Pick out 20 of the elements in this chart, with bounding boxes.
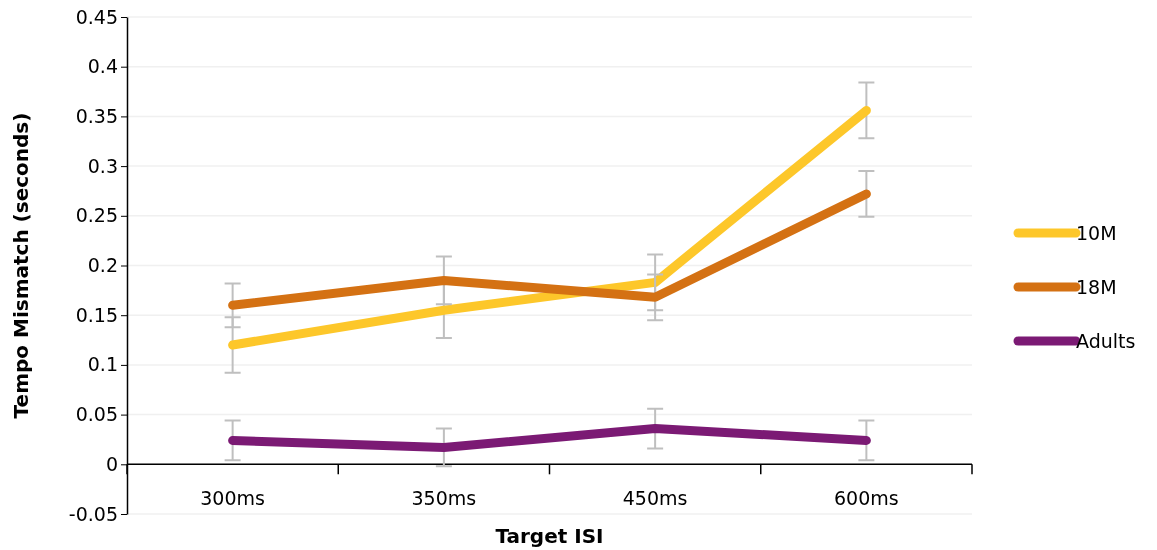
legend-label: 10M <box>1076 222 1117 244</box>
x-tick-label: 600ms <box>834 487 899 509</box>
y-tick-label: 0.05 <box>75 403 118 426</box>
y-tick-label: 0.3 <box>87 154 118 177</box>
y-tick-label: 0 <box>105 452 118 475</box>
y-tick-label: 0.25 <box>75 204 118 227</box>
legend-label: Adults <box>1076 330 1136 352</box>
y-tick-label: 0.2 <box>87 254 118 277</box>
x-axis-title: Target ISI <box>495 524 604 548</box>
y-tick-label: 0.4 <box>87 55 118 78</box>
x-tick-label: 450ms <box>622 487 688 509</box>
x-tick-label: 350ms <box>411 487 477 509</box>
y-tick-label: 0.1 <box>87 353 118 376</box>
legend-label: 18M <box>1076 276 1117 298</box>
y-tick-label: 0.35 <box>75 104 118 127</box>
y-axis-title: Tempo Mismatch (seconds) <box>9 112 33 419</box>
x-tick-label: 300ms <box>200 487 265 509</box>
y-tick-label: 0.45 <box>75 5 118 28</box>
y-tick-label: -0.05 <box>68 502 118 525</box>
y-tick-label: 0.15 <box>75 303 118 326</box>
